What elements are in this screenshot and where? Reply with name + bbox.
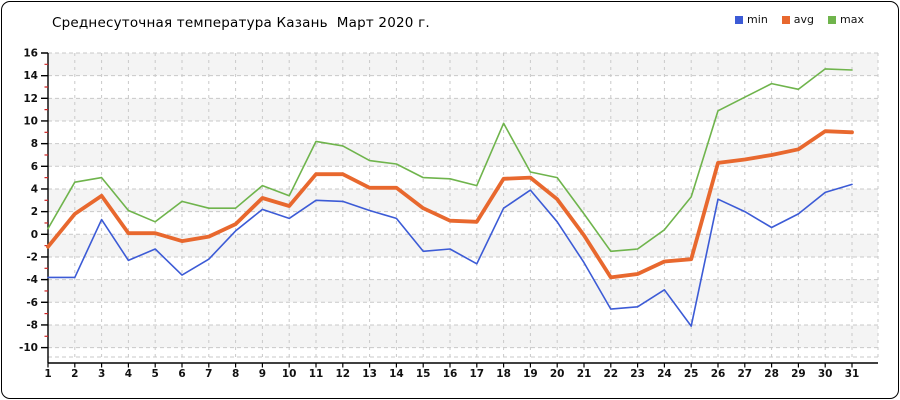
- svg-text:26: 26: [711, 368, 726, 380]
- svg-text:12: 12: [335, 368, 350, 380]
- legend-swatch-max-icon: [828, 15, 837, 24]
- svg-text:10: 10: [282, 368, 297, 380]
- svg-text:6: 6: [178, 368, 185, 380]
- svg-text:17: 17: [469, 368, 484, 380]
- svg-text:4: 4: [125, 368, 132, 380]
- svg-text:-8: -8: [26, 319, 38, 331]
- legend-item-avg: avg: [781, 13, 815, 26]
- svg-text:16: 16: [23, 48, 38, 60]
- legend-item-max: max: [828, 13, 864, 26]
- legend-label-max: max: [840, 13, 864, 26]
- svg-text:-4: -4: [26, 274, 38, 286]
- svg-text:15: 15: [416, 368, 431, 380]
- svg-text:13: 13: [362, 368, 377, 380]
- svg-text:4: 4: [31, 183, 38, 195]
- svg-text:16: 16: [443, 368, 458, 380]
- svg-text:28: 28: [764, 368, 779, 380]
- svg-text:-6: -6: [26, 297, 38, 309]
- svg-text:9: 9: [259, 368, 266, 380]
- svg-text:7: 7: [205, 368, 212, 380]
- chart-title: Среднесуточная температура Казань Март 2…: [52, 15, 430, 31]
- legend-swatch-avg-icon: [781, 15, 790, 24]
- legend-label-avg: avg: [793, 13, 815, 26]
- svg-text:2: 2: [31, 206, 38, 218]
- svg-text:20: 20: [550, 368, 565, 380]
- svg-text:8: 8: [31, 138, 38, 150]
- svg-text:6: 6: [31, 161, 38, 173]
- svg-text:5: 5: [152, 368, 159, 380]
- legend-label-min: min: [747, 13, 768, 26]
- svg-text:3: 3: [98, 368, 105, 380]
- svg-text:27: 27: [737, 368, 752, 380]
- svg-text:24: 24: [657, 368, 672, 380]
- svg-text:10: 10: [23, 115, 38, 127]
- legend: min avg max: [735, 13, 864, 26]
- svg-text:21: 21: [577, 368, 592, 380]
- svg-text:19: 19: [523, 368, 538, 380]
- svg-text:31: 31: [845, 368, 860, 380]
- svg-text:2: 2: [71, 368, 78, 380]
- svg-text:8: 8: [232, 368, 239, 380]
- svg-text:23: 23: [630, 368, 645, 380]
- svg-text:0: 0: [31, 229, 38, 241]
- svg-text:1: 1: [44, 368, 51, 380]
- legend-swatch-min-icon: [735, 15, 744, 24]
- svg-text:18: 18: [496, 368, 511, 380]
- svg-text:30: 30: [818, 368, 833, 380]
- svg-text:-10: -10: [19, 342, 38, 354]
- svg-text:-2: -2: [26, 251, 38, 263]
- svg-text:14: 14: [389, 368, 404, 380]
- legend-item-min: min: [735, 13, 768, 26]
- svg-text:22: 22: [603, 368, 618, 380]
- svg-text:14: 14: [23, 70, 38, 82]
- svg-text:12: 12: [23, 93, 38, 105]
- svg-text:11: 11: [309, 368, 324, 380]
- svg-text:29: 29: [791, 368, 806, 380]
- svg-text:25: 25: [684, 368, 699, 380]
